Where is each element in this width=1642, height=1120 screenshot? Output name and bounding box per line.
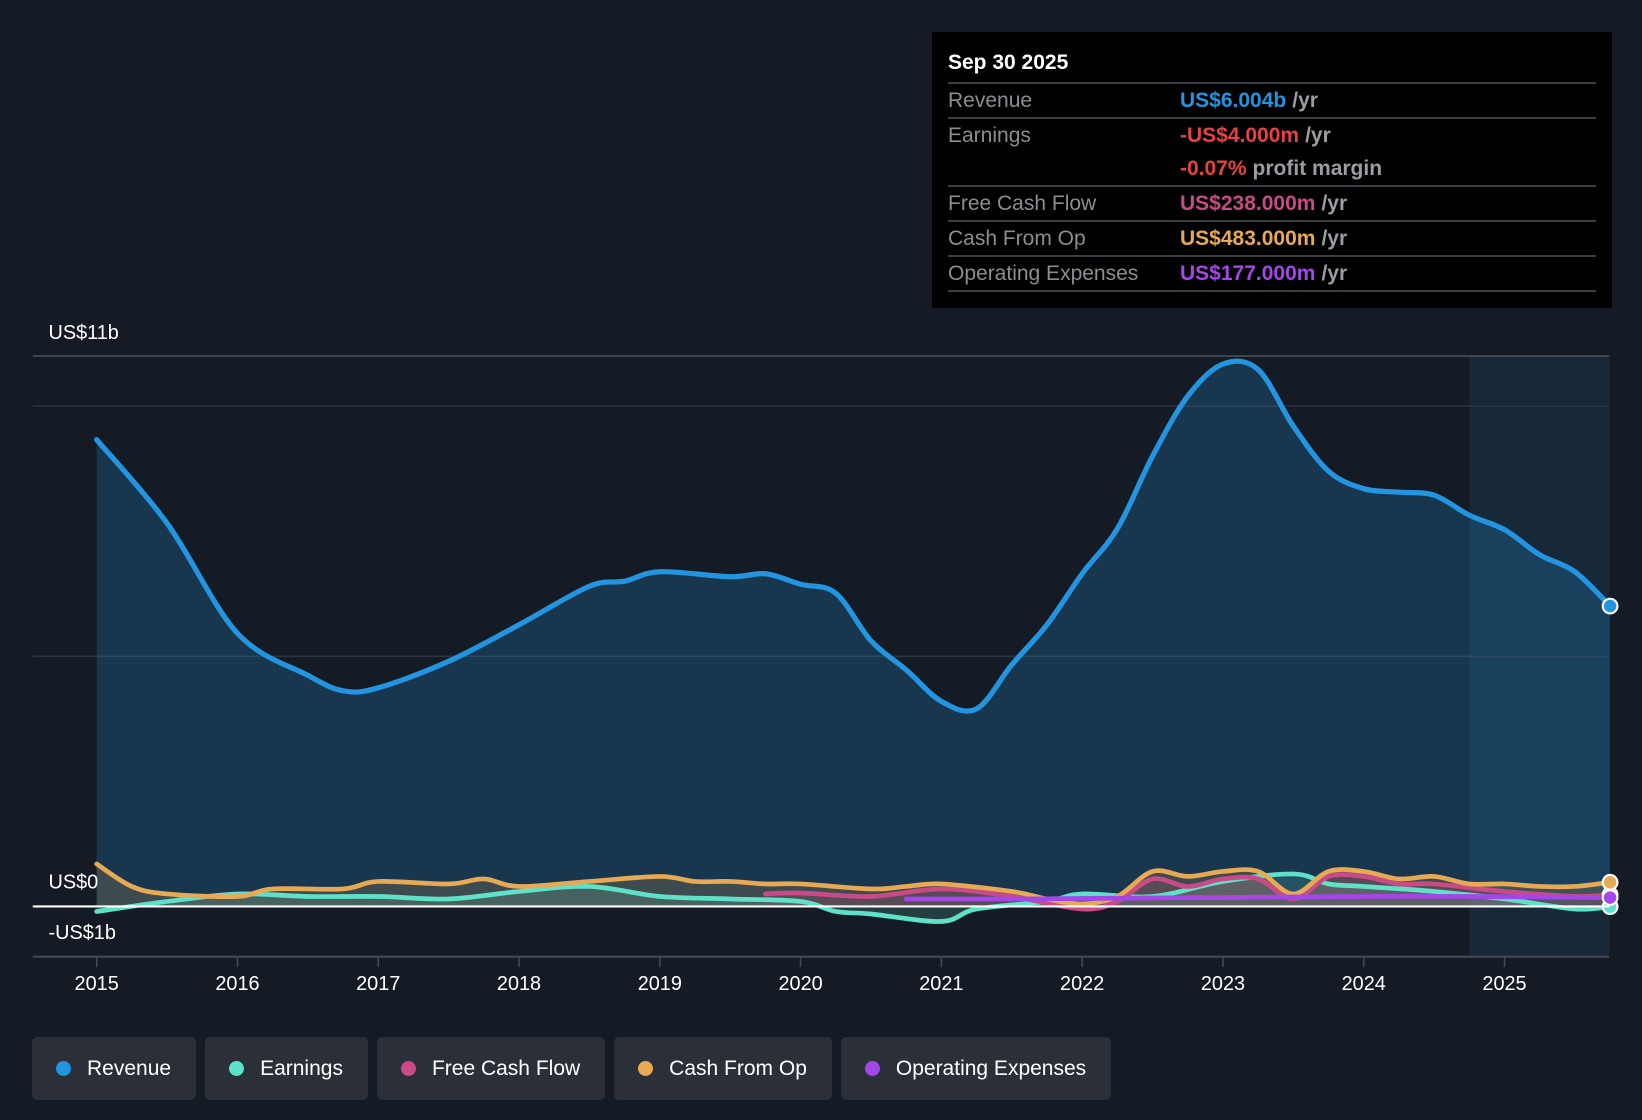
legend-label: Free Cash Flow [431, 1056, 581, 1080]
tooltip-label: Revenue [948, 89, 1033, 112]
operating-expenses-end-point [1601, 889, 1619, 906]
tooltip-value: US$6.004b [1180, 89, 1287, 112]
free-cash-flow-line [763, 872, 1613, 912]
earnings-area [96, 873, 1611, 922]
tooltip-row: Earnings -US$4.000m/yr [948, 119, 1596, 152]
x-tick-label: 2018 [497, 973, 541, 995]
legend-dot-icon [56, 1061, 71, 1076]
x-tick-label: 2022 [1060, 973, 1104, 995]
earnings-line [94, 871, 1613, 924]
revenue-area [96, 361, 1611, 907]
legend-label: Operating Expenses [895, 1056, 1087, 1080]
cash-from-op-line [94, 861, 1613, 907]
legend-label: Earnings [260, 1056, 343, 1080]
legend: Revenue Earnings Free Cash Flow Cash From O… [32, 1037, 1112, 1100]
legend-item-free-cash-flow[interactable]: Free Cash Flow [376, 1037, 606, 1100]
x-tick-label: 2023 [1201, 973, 1245, 995]
legend-dot-icon [864, 1061, 880, 1076]
tooltip-label: Free Cash Flow [948, 192, 1097, 215]
x-tick-label: 2016 [215, 973, 259, 995]
x-tick-label: 2015 [75, 973, 119, 995]
y-tick-label: -US$1b [49, 922, 116, 944]
tooltip-label [948, 152, 1180, 185]
tooltip-value: US$238.000m [1180, 192, 1316, 215]
tooltip-label: Cash From Op [948, 227, 1086, 250]
cash-from-op-end-point [1601, 873, 1619, 891]
legend-label: Cash From Op [669, 1056, 807, 1080]
tooltip-unit: /yr [1305, 124, 1331, 147]
x-tick-label: 2025 [1482, 973, 1526, 995]
legend-item-revenue[interactable]: Revenue [32, 1037, 197, 1100]
tooltip-label: Earnings [948, 124, 1031, 147]
operating-expenses-line [903, 893, 1613, 902]
tooltip-value: US$177.000m [1180, 262, 1316, 285]
tooltip-row: -0.07% profit margin [948, 152, 1596, 187]
tooltip: Sep 30 2025 Revenue US$6.004b/yr Earnings -… [932, 32, 1612, 308]
x-tick-label: 2024 [1342, 973, 1386, 995]
x-tick-label: 2019 [638, 973, 682, 995]
legend-item-earnings[interactable]: Earnings [205, 1037, 368, 1100]
legend-label: Revenue [87, 1056, 172, 1080]
revenue-end-point [1601, 597, 1619, 615]
tooltip-row: Operating Expenses US$177.000m/yr [948, 257, 1596, 292]
tooltip-unit: /yr [1292, 89, 1318, 112]
x-tick-label: 2021 [919, 973, 963, 995]
tooltip-unit: /yr [1321, 227, 1348, 250]
tooltip-label: Operating Expenses [948, 262, 1139, 285]
legend-dot-icon [400, 1061, 416, 1076]
revenue-line [94, 358, 1613, 714]
legend-dot-icon [638, 1061, 654, 1076]
tooltip-unit: /yr [1321, 262, 1348, 285]
tooltip-row: Revenue US$6.004b/yr [948, 84, 1596, 119]
tooltip-row: Cash From Op US$483.000m/yr [948, 222, 1596, 257]
tooltip-row: Free Cash Flow US$238.000m/yr [948, 187, 1596, 222]
x-tick-label: 2017 [356, 973, 400, 995]
legend-dot-icon [229, 1061, 245, 1076]
tooltip-value: -US$4.000m [1180, 124, 1300, 147]
tooltip-value: -0.07% [1180, 157, 1247, 180]
y-tick-label: US$11b [49, 322, 119, 344]
y-tick-label: US$0 [49, 872, 99, 894]
x-tick-label: 2020 [778, 973, 822, 995]
tooltip-unit: profit margin [1252, 157, 1383, 180]
tooltip-value: US$483.000m [1180, 227, 1316, 250]
tooltip-unit: /yr [1321, 192, 1348, 215]
legend-item-operating-expenses[interactable]: Operating Expenses [840, 1037, 1112, 1100]
legend-item-cash-from-op[interactable]: Cash From Op [614, 1037, 832, 1100]
tooltip-date: Sep 30 2025 [948, 46, 1596, 84]
